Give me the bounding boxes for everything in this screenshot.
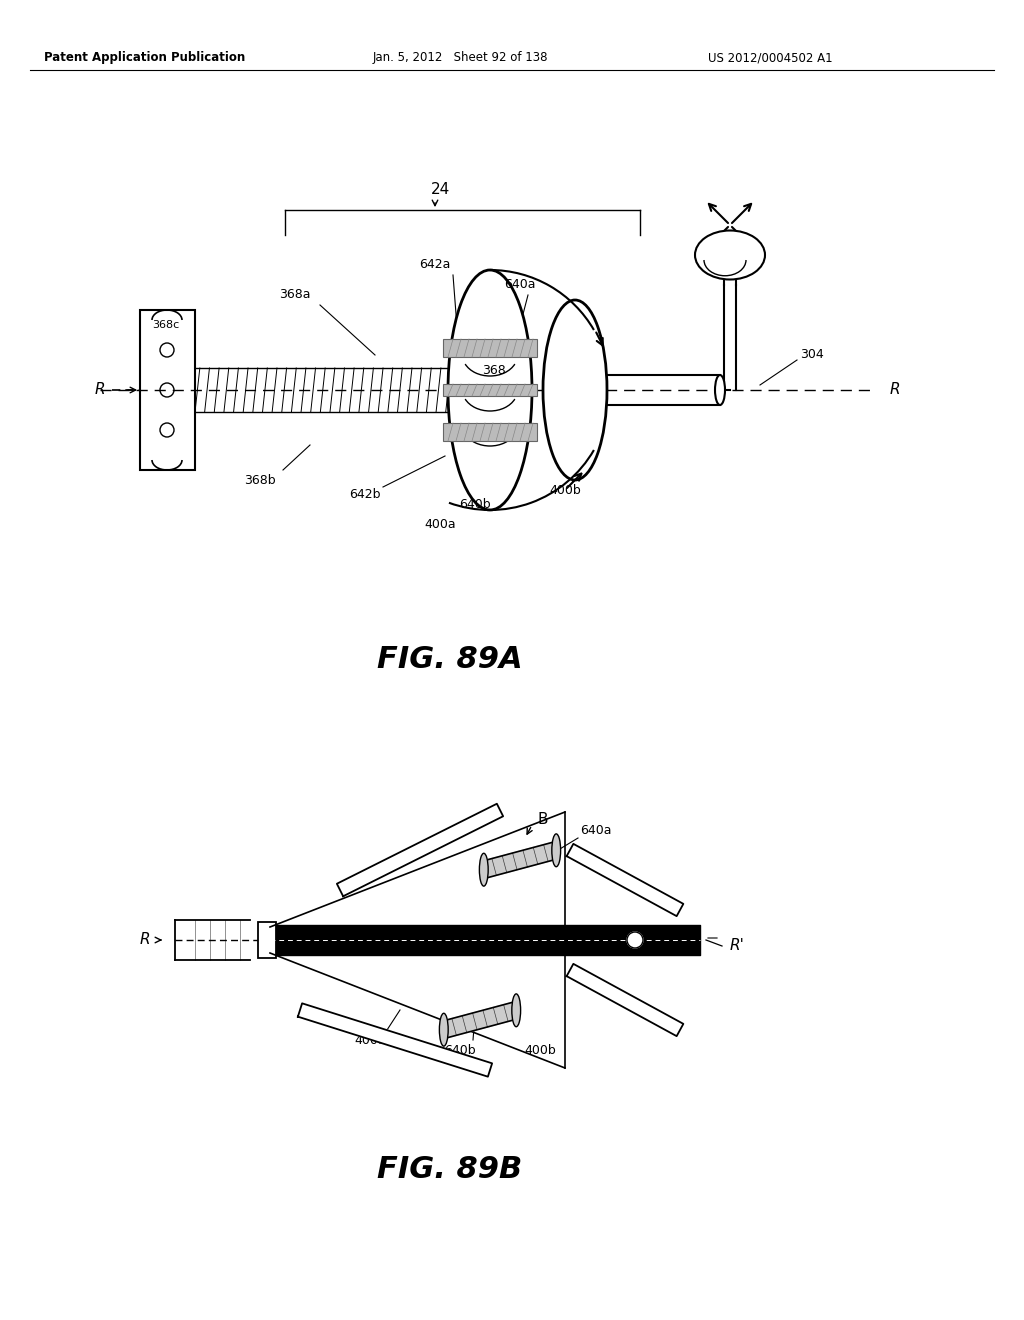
Text: 400a: 400a (424, 519, 456, 532)
Polygon shape (566, 964, 683, 1036)
Bar (258, 921, 276, 958)
Text: 640b: 640b (444, 1044, 476, 1056)
Text: 368b: 368b (244, 474, 275, 487)
Ellipse shape (543, 300, 607, 480)
Ellipse shape (552, 834, 560, 867)
Text: 642a: 642a (419, 259, 451, 272)
Text: 24: 24 (430, 182, 450, 198)
Text: B: B (538, 813, 548, 828)
Ellipse shape (512, 994, 520, 1027)
Ellipse shape (479, 853, 488, 886)
FancyBboxPatch shape (140, 310, 195, 470)
Bar (443, 339, 537, 356)
Text: R: R (890, 383, 901, 397)
Text: 640a: 640a (504, 279, 536, 292)
Ellipse shape (715, 375, 725, 405)
Text: R: R (139, 932, 151, 948)
Text: 368c: 368c (152, 319, 179, 330)
Polygon shape (298, 1003, 493, 1077)
Polygon shape (337, 804, 503, 896)
Polygon shape (441, 1001, 519, 1039)
Ellipse shape (695, 231, 765, 280)
Bar (443, 384, 537, 396)
Text: 304: 304 (800, 348, 823, 362)
Text: FIG. 89A: FIG. 89A (377, 645, 523, 675)
Polygon shape (481, 841, 559, 879)
Text: R': R' (730, 937, 744, 953)
Text: 642b: 642b (349, 488, 381, 502)
Text: 400b: 400b (524, 1044, 556, 1056)
Text: 368a: 368a (280, 289, 310, 301)
Ellipse shape (449, 271, 532, 510)
Text: 368: 368 (482, 363, 506, 376)
Text: FIG. 89B: FIG. 89B (378, 1155, 522, 1184)
Polygon shape (566, 843, 683, 916)
Ellipse shape (439, 1014, 449, 1047)
Bar (443, 422, 537, 441)
Text: 400a: 400a (354, 1034, 386, 1047)
Text: Jan. 5, 2012   Sheet 92 of 138: Jan. 5, 2012 Sheet 92 of 138 (373, 51, 548, 65)
Text: 400b: 400b (549, 483, 581, 496)
Text: US 2012/0004502 A1: US 2012/0004502 A1 (708, 51, 833, 65)
Circle shape (627, 932, 643, 948)
Text: Patent Application Publication: Patent Application Publication (44, 51, 246, 65)
Text: R: R (94, 383, 105, 397)
Text: 640a: 640a (580, 824, 611, 837)
Text: 640b: 640b (459, 499, 490, 511)
